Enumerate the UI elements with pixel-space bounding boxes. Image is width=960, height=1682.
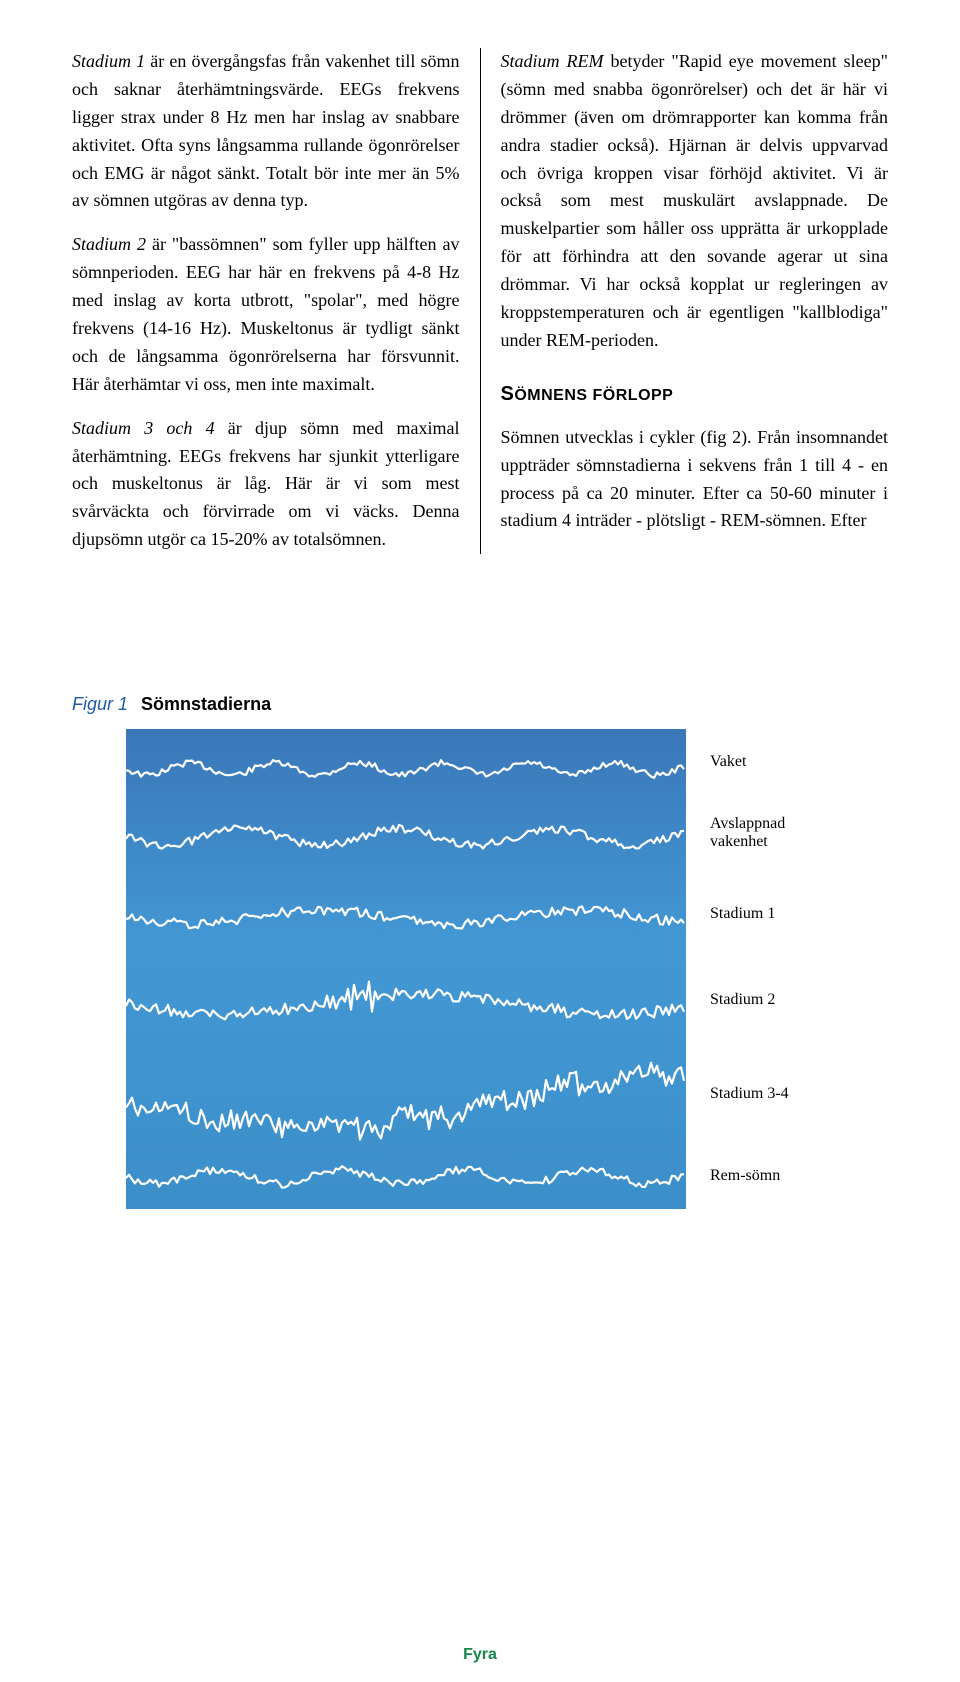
para-rem: Stadium REM betyder "Rapid eye movement … <box>501 48 889 355</box>
eeg-label-1: Avslappnadvakenhet <box>710 815 785 851</box>
eeg-trace-0 <box>126 760 684 778</box>
figure-row: Vaket Avslappnadvakenhet Stadium 1 Stadium … <box>72 729 888 1209</box>
para-stadium2: Stadium 2 är "bassömnen" som fyller upp … <box>72 231 460 398</box>
page-footer: Fyra <box>0 1646 960 1664</box>
figure-title: Figur 1 Sömnstadierna <box>72 694 888 715</box>
eeg-labels: Vaket Avslappnadvakenhet Stadium 1 Stadium … <box>710 729 888 1209</box>
para-forlopp: Sömnen utvecklas i cykler (fig 2). Från … <box>501 424 889 536</box>
figure-1: Figur 1 Sömnstadierna Vaket Avslappnadvak… <box>72 694 888 1209</box>
eeg-trace-1 <box>126 825 684 849</box>
term-stadium1: Stadium 1 <box>72 51 145 71</box>
text-stadium1: är en övergångsfas från vakenhet till sö… <box>72 51 460 210</box>
heading-rest: ÖMNENS FÖRLOPP <box>514 387 673 404</box>
eeg-label-2: Stadium 1 <box>710 905 775 923</box>
text-stadium2: är "bassömnen" som fyller upp hälften av… <box>72 234 460 393</box>
term-rem: Stadium REM <box>501 51 604 71</box>
eeg-trace-2 <box>126 907 684 929</box>
eeg-label-0: Vaket <box>710 753 746 771</box>
para-stadium1: Stadium 1 är en övergångsfas från vakenh… <box>72 48 460 215</box>
eeg-trace-5 <box>126 1166 684 1187</box>
term-stadium34: Stadium 3 och 4 <box>72 418 215 438</box>
text-columns: Stadium 1 är en övergångsfas från vakenh… <box>72 48 888 554</box>
figure-name: Sömnstadierna <box>141 694 271 714</box>
eeg-label-3: Stadium 2 <box>710 991 775 1009</box>
term-stadium2: Stadium 2 <box>72 234 146 254</box>
figure-label: Figur 1 <box>72 694 128 714</box>
right-column: Stadium REM betyder "Rapid eye movement … <box>481 48 889 554</box>
eeg-trace-3 <box>126 982 684 1020</box>
left-column: Stadium 1 är en övergångsfas från vakenh… <box>72 48 481 554</box>
para-stadium34: Stadium 3 och 4 är djup sömn med maximal… <box>72 415 460 554</box>
section-heading-somnens-forlopp: SÖMNENS FÖRLOPP <box>501 379 889 410</box>
heading-bigletter: S <box>501 383 515 405</box>
eeg-label-4: Stadium 3-4 <box>710 1085 789 1103</box>
eeg-trace-4 <box>126 1063 684 1140</box>
text-rem: betyder "Rapid eye movement sleep" (sömn… <box>501 51 889 350</box>
eeg-chart <box>126 729 686 1209</box>
eeg-label-5: Rem-sömn <box>710 1167 780 1185</box>
